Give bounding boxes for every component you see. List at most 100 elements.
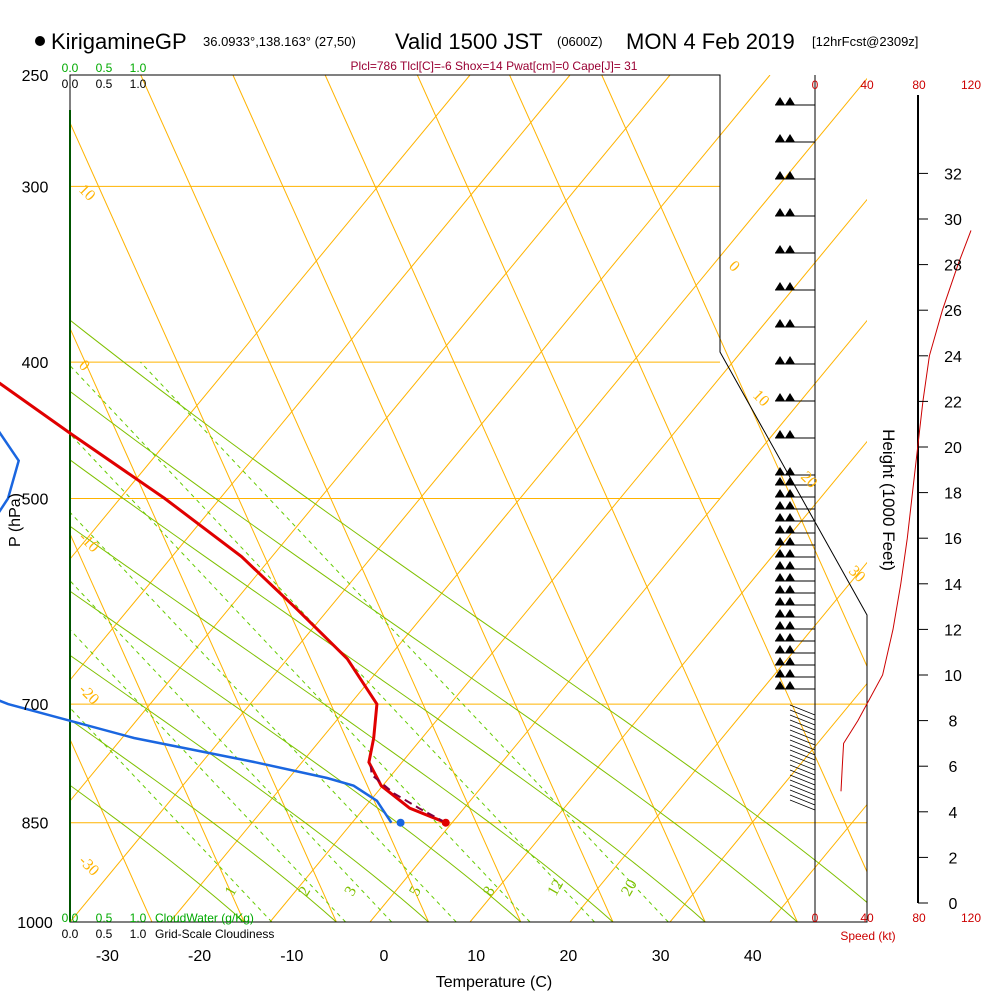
mixing-ratio-line (70, 707, 273, 922)
height-tick-label: 12 (944, 622, 962, 639)
temperature-tick-label: -30 (96, 948, 119, 965)
wind-barb-flag (775, 319, 795, 327)
dry-adiabat-line (70, 75, 571, 681)
wind-barb-flag (775, 561, 795, 569)
wind-barb-flag (775, 97, 795, 105)
height-tick-label: 8 (949, 714, 958, 731)
mixing-ratio-line (70, 628, 346, 922)
pressure-tick-label: 500 (22, 492, 49, 509)
cloudwater-tick-top: 0.0 (62, 61, 79, 75)
wind-barb-flag (775, 645, 795, 653)
wind-barb-flag (775, 356, 795, 364)
wind-barb-staff (789, 709, 816, 721)
isotherm-line (416, 75, 798, 922)
height-tick-label: 30 (944, 212, 962, 229)
isotherm-line (324, 75, 706, 922)
parcel-line (369, 766, 447, 824)
height-tick-label: 10 (944, 668, 962, 685)
dry-adiabat-line (970, 75, 1000, 922)
isotherm-label: 10 (749, 387, 772, 410)
wind-barb-staff (789, 744, 816, 756)
cloudwater-tick-bottom: 0.0 (62, 911, 79, 925)
height-tick-label: 26 (944, 303, 962, 320)
wind-barb-flag (775, 597, 795, 605)
height-tick-label: 4 (949, 805, 958, 822)
wind-barb-flag (775, 657, 795, 665)
wind-barb-staff (789, 714, 816, 726)
station-name: KirigamineGP (51, 29, 187, 54)
wind-barb-flag (775, 585, 795, 593)
wind-barb-staff (789, 739, 816, 751)
wind-barb-flag (775, 621, 795, 629)
wind-barb-staff (789, 784, 816, 796)
wind-barb-staff (789, 774, 816, 786)
temperature-line (0, 381, 447, 825)
sounding-series (0, 381, 450, 827)
surface-dewpoint-marker (396, 818, 405, 827)
dry-adiabat-line (669, 682, 867, 922)
wind-barb-staff (789, 704, 816, 716)
wind-barb-staff (789, 724, 816, 736)
params-line: Plcl=786 Tlcl[C]=-6 Shox=14 Pwat[cm]=0 C… (351, 59, 638, 73)
dry-adiabat-line (369, 319, 867, 922)
wind-barb-flag (775, 501, 795, 509)
moist-adiabat-line (70, 784, 245, 922)
mixing-ratio-line (140, 361, 669, 922)
valid-time: Valid 1500 JST (395, 29, 543, 54)
wind-barb-staff (789, 769, 816, 781)
dry-adiabat-line (269, 198, 867, 922)
dry-adiabat-line (70, 75, 471, 560)
wind-barb-flag (775, 525, 795, 533)
isotherm-line (140, 75, 522, 922)
moist-adiabat-line (70, 319, 867, 904)
wind-barb-staff (789, 764, 816, 776)
surface-temperature-marker (441, 818, 450, 827)
isotherm-line (70, 121, 430, 922)
wind-barb-staff (789, 754, 816, 766)
dry-adiabat-line (469, 440, 867, 922)
dry-adiabat-line (169, 77, 867, 922)
wind-barb-flag (775, 537, 795, 545)
valid-utc: (0600Z) (557, 34, 603, 49)
temperature-tick-label: 0 (380, 948, 389, 965)
temperature-tick-label: -20 (188, 948, 211, 965)
isotherm-line (70, 327, 337, 922)
isotherm-line (70, 738, 153, 922)
mixing-ratio-line (70, 511, 457, 922)
dry-adiabat-line (70, 75, 671, 802)
speed-tick-label-top: 40 (860, 78, 874, 92)
wind-barb-staff (789, 719, 816, 731)
pressure-tick-label: 250 (22, 68, 49, 85)
station-coords: 36.0933°,138.163° (27,50) (203, 34, 356, 49)
height-tick-label: 14 (944, 577, 962, 594)
wind-barb-flag (775, 245, 795, 253)
forecast-info: [12hrFcst@2309z] (812, 34, 918, 49)
wind-barb-staff (789, 779, 816, 791)
height-tick-label: 24 (944, 349, 962, 366)
pressure-tick-label: 300 (22, 179, 49, 196)
speed-axis-label: Speed (kt) (840, 929, 895, 943)
wind-barb-flag (775, 633, 795, 641)
speed-tick-label-top: 0 (812, 78, 819, 92)
height-tick-label: 32 (944, 166, 962, 183)
height-tick-label: 28 (944, 258, 962, 275)
isotherm-label: 0 (725, 258, 743, 276)
isotherm-label: 10 (75, 181, 98, 204)
dry-adiabat-line (569, 561, 867, 922)
wind-barb-staff (789, 729, 816, 741)
speed-tick-label-top: 120 (961, 78, 981, 92)
speed-tick-label-bottom: 120 (961, 911, 981, 925)
diagonal-reference-lines (70, 75, 1000, 922)
pressure-tick-label: 850 (22, 816, 49, 833)
x-axis-label: Temperature (C) (436, 974, 552, 991)
height-tick-label: 6 (949, 759, 958, 776)
wind-barb-flag (775, 489, 795, 497)
isotherm-label: 20 (797, 468, 820, 491)
cloudwater-tick-bottom: 0.5 (96, 911, 113, 925)
temperature-tick-label: 30 (652, 948, 670, 965)
moist-adiabat-line (70, 719, 337, 922)
isotherm-line (70, 532, 245, 922)
wind-barb-flag (775, 513, 795, 521)
wind-barb-staff (789, 799, 816, 811)
